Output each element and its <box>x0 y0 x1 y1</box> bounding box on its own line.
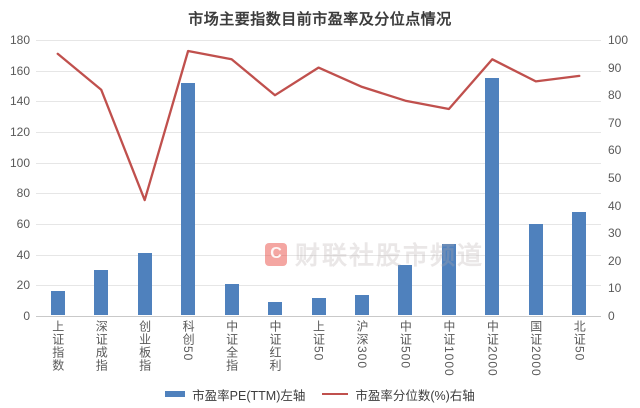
legend-line-swatch <box>322 392 349 396</box>
y-axis-label-right: 10 <box>608 281 622 296</box>
gridline <box>36 193 601 195</box>
bar-中证全指 <box>224 283 239 315</box>
y-axis-label-left: 120 <box>9 125 30 139</box>
bar-上证指数 <box>50 291 65 315</box>
y-axis-label-right: 30 <box>608 226 622 241</box>
x-axis-label: 科创50 <box>181 320 196 362</box>
bar-中证500 <box>398 265 413 315</box>
bar-上证50 <box>311 297 326 315</box>
y-axis-label-left: 180 <box>9 33 30 47</box>
x-axis-label: 上证50 <box>311 320 326 362</box>
y-axis-label-left: 20 <box>16 278 30 293</box>
bar-深证成指 <box>94 270 109 315</box>
x-axis-label: 中证500 <box>398 320 413 370</box>
y-axis-label-right: 70 <box>608 115 622 130</box>
x-axis-label: 沪深300 <box>354 320 369 370</box>
plot-area: C 财联社股市频道 <box>36 40 601 317</box>
x-axis-label: 北证50 <box>572 320 587 362</box>
gridline <box>36 101 601 103</box>
bar-创业板指 <box>137 253 152 315</box>
gridline <box>36 254 601 256</box>
y-axis-label-right: 20 <box>608 253 622 268</box>
gridline <box>36 285 601 287</box>
gridline <box>36 70 601 72</box>
x-axis-label: 创业板指 <box>137 320 152 372</box>
gridline <box>36 40 601 41</box>
y-axis-label-left: 60 <box>16 217 30 231</box>
bar-国证2000 <box>528 224 543 315</box>
bar-中证红利 <box>268 302 283 315</box>
bar-科创50 <box>181 82 196 315</box>
y-axis-label-right: 0 <box>608 309 615 323</box>
chart-title: 市场主要指数目前市盈率及分位点情况 <box>188 11 452 28</box>
legend: 市盈率PE(TTM)左轴 市盈率分位数(%)右轴 <box>0 384 640 404</box>
x-axis-label: 国证2000 <box>528 320 543 377</box>
y-axis-label-left: 40 <box>16 247 30 262</box>
gridline <box>36 162 601 164</box>
y-axis-label-right: 50 <box>608 171 622 185</box>
y-axis-label-right: 40 <box>608 198 622 213</box>
y-axis-label-left: 80 <box>16 186 30 201</box>
x-axis-label: 中证红利 <box>268 320 283 372</box>
legend-line-label: 市盈率分位数(%)右轴 <box>355 388 475 403</box>
x-axis-label: 中证2000 <box>485 320 500 377</box>
x-axis-label: 上证指数 <box>50 320 65 372</box>
bar-沪深300 <box>354 294 369 315</box>
x-axis-label: 深证成指 <box>94 320 109 372</box>
y-axis-label-right: 100 <box>608 33 629 47</box>
legend-bar-label: 市盈率PE(TTM)左轴 <box>192 388 306 403</box>
bar-中证2000 <box>485 78 500 315</box>
y-axis-label-right: 80 <box>608 88 622 103</box>
x-axis-label: 中证全指 <box>224 320 239 372</box>
gridline <box>36 132 601 133</box>
y-axis-label-left: 0 <box>23 309 30 323</box>
y-axis-label-left: 140 <box>9 94 30 109</box>
line-series <box>56 49 581 202</box>
gridline <box>36 316 601 317</box>
y-axis-label-left: 160 <box>9 63 30 78</box>
y-axis-label-right: 60 <box>608 143 622 158</box>
legend-bar-swatch <box>165 391 186 397</box>
gridline <box>36 224 601 225</box>
bar-中证1000 <box>441 243 456 315</box>
x-axis-label: 中证1000 <box>441 320 456 377</box>
y-axis-label-right: 90 <box>608 60 622 75</box>
y-axis-label-left: 100 <box>9 155 30 170</box>
bar-北证50 <box>572 211 587 315</box>
